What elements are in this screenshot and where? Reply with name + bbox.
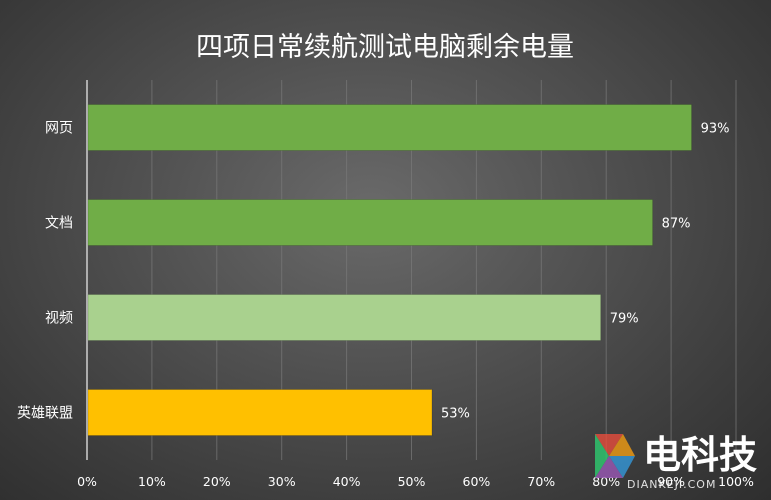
x-tick-label: 100%: [718, 474, 754, 489]
bar-3: [87, 294, 602, 341]
labels: 0% 10% 20% 30% 40% 50% 60% 70% 80% 90% 100%网页 93%文档…: [17, 121, 754, 490]
data-label: 93%: [701, 122, 730, 137]
x-tick-label: 40%: [333, 474, 361, 489]
data-label: 87%: [662, 217, 691, 232]
x-tick-label: 90%: [657, 474, 685, 489]
bar-2: [87, 199, 654, 246]
bar-4: [87, 389, 433, 436]
x-tick-label: 10%: [138, 474, 166, 489]
bar-1: [87, 104, 693, 151]
data-label: 53%: [441, 407, 470, 422]
x-tick-label: 50%: [398, 474, 426, 489]
category-label: 英雄联盟: [17, 405, 73, 422]
x-tick-label: 20%: [203, 474, 231, 489]
category-label: 网页: [45, 121, 73, 137]
bars: [87, 104, 693, 436]
category-label: 文档: [45, 216, 73, 232]
logo-mark-icon: [595, 434, 635, 478]
x-tick-label: 0%: [77, 474, 97, 489]
watermark-logo: 电科技 DIANKEJI.COM: [595, 433, 757, 491]
watermark-subtext: DIANKEJI.COM: [627, 478, 716, 491]
category-label: 视频: [45, 311, 73, 327]
x-tick-label: 60%: [463, 474, 491, 489]
data-label: 79%: [610, 312, 639, 327]
chart-title: 四项日常续航测试电脑剩余电量: [196, 32, 574, 63]
watermark-text: 电科技: [643, 433, 757, 477]
x-tick-label: 30%: [268, 474, 296, 489]
x-tick-label: 70%: [527, 474, 555, 489]
